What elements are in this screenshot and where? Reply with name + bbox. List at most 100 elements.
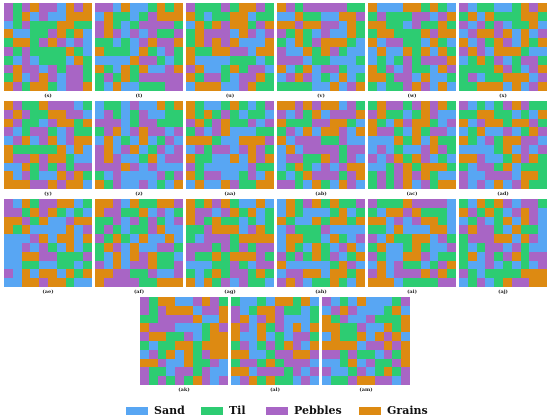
mosaic-cell [174,127,183,137]
mosaic-cell [494,64,503,74]
mosaic-cell [194,109,204,119]
mosaic-cell [203,136,213,145]
mosaic-cell [139,145,148,154]
mosaic-cell [312,3,321,12]
mosaic-cell [257,349,267,359]
mosaic-cell [321,127,330,137]
mosaic-cell [4,162,13,172]
mosaic-cell [394,38,404,47]
mosaic-cell [401,358,410,368]
mosaic-cell [312,55,321,65]
mosaic-cell [165,278,175,287]
mosaic-cell [385,3,395,12]
mosaic-cell [56,269,66,279]
mosaic-cell [401,305,410,315]
mosaic-cell [257,323,267,333]
mosaic-cell [275,349,284,359]
mosaic-cell [520,171,530,181]
mosaic-cell [285,278,295,287]
mosaic-cell [248,305,258,315]
mosaic-cell [221,64,230,74]
mosaic-cell [121,243,131,252]
mosaic-cell [376,207,386,217]
mosaic-cell [175,349,184,359]
mosaic-cell [374,349,384,359]
mosaic-cell [212,251,222,261]
mosaic-cell [221,171,230,181]
mosaic-cell [329,109,339,119]
panel-caption: (w) [407,93,417,99]
mosaic-cell [230,243,239,252]
mosaic-cell [95,109,104,119]
mosaic-cell [394,127,404,137]
mosaic-cell [301,358,311,368]
mosaic-cell [357,332,366,341]
mosaic-cell [412,73,421,83]
mosaic-cell [39,269,48,279]
mosaic-cell [147,136,157,145]
mosaic-cell [112,73,122,83]
mosaic-cell [467,234,477,243]
mosaic-cell [192,314,202,324]
mosaic-cell [303,180,313,189]
mosaic-cell [147,109,157,119]
mosaic-cell [403,73,412,83]
mosaic-cell [231,314,240,324]
mosaic-cell [203,243,213,252]
mosaic-cell [357,367,366,377]
mosaic-cell [503,101,512,110]
mosaic-cell [256,225,266,235]
mosaic-cell [121,153,131,163]
mosaic-cell [321,207,330,217]
mosaic-cell [303,207,313,217]
mosaic-cell [212,234,222,243]
mosaic-cell [247,109,257,119]
mosaic-cell [212,278,222,287]
mosaic-cell [65,47,75,56]
mosaic-cell [112,234,122,243]
mosaic-cell [74,118,84,128]
mosaic-cell [348,376,358,385]
mosaic-cell [194,20,204,30]
mosaic-cell [74,162,84,172]
mosaic-cell [247,55,257,65]
mosaic-cell [121,82,131,91]
mosaic-cell [403,269,412,279]
mosaic-cell [186,136,195,145]
mosaic-cell [368,47,377,56]
mosaic-cell [112,136,122,145]
mosaic-cell [166,341,176,350]
mosaic-cell [74,145,84,154]
mosaic-grid [186,3,274,91]
mosaic-cell [221,11,230,21]
mosaic-cell [21,47,31,56]
mosaic-cell [130,162,139,172]
mosaic-cell [95,260,104,270]
mosaic-cell [39,3,48,12]
mosaic-cell [201,323,211,333]
mosaic-cell [203,55,213,65]
mosaic-cell [447,3,456,12]
mosaic-cell [186,20,195,30]
mosaic-cell [374,297,384,306]
mosaic-cell [429,269,439,279]
mosaic-cell [459,29,468,39]
mosaic-cell [121,38,131,47]
mosaic-cell [257,367,267,377]
mosaic-cell [538,20,547,30]
mosaic-cell [394,199,404,208]
mosaic-cell [139,55,148,65]
mosaic-cell [247,20,257,30]
mosaic-cell [147,11,157,21]
panel-caption: (aj) [498,289,508,295]
mosaic-cell [520,234,530,243]
mosaic-cell [74,109,84,119]
mosaic-cell [338,55,348,65]
mosaic-cell [412,109,421,119]
mosaic-cell [285,136,295,145]
mosaic-cell [476,269,486,279]
mosaic-cell [485,278,495,287]
mosaic-cell [194,216,204,226]
mosaic-cell [65,82,75,91]
mosaic-cell [394,171,404,181]
